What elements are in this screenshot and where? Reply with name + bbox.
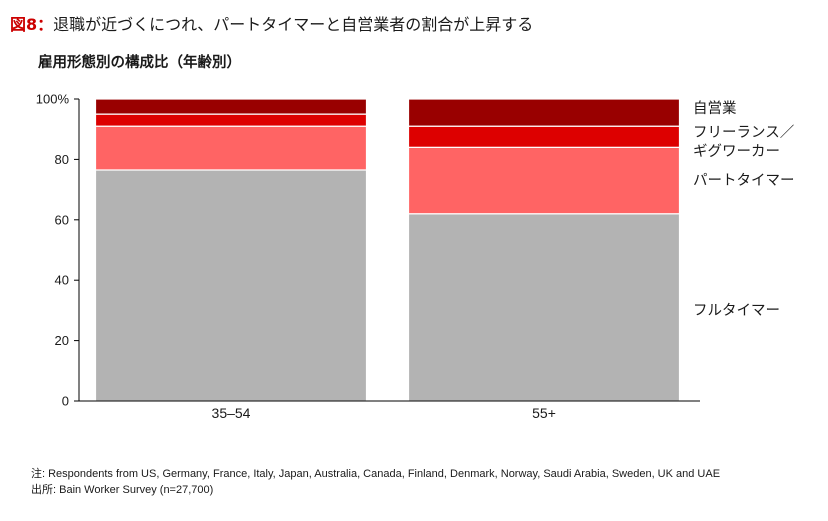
footnote: 注: Respondents from US, Germany, France,… xyxy=(31,468,721,480)
bar-segment xyxy=(407,98,681,127)
legend-label: 自営業 xyxy=(693,100,737,117)
bar-segment xyxy=(407,125,681,148)
legend-label: フルタイマー xyxy=(693,302,780,319)
x-category-label: 35–54 xyxy=(212,405,251,421)
bar-segment xyxy=(94,98,368,115)
bar-segment xyxy=(94,125,368,171)
bar-segment xyxy=(94,113,368,127)
y-tick-label: 100% xyxy=(36,92,70,107)
figure-title-text: 退職が近づくにつれ、パートタイマーと自営業者の割合が上昇する xyxy=(53,15,534,34)
y-tick-label: 40 xyxy=(55,273,69,288)
x-category-label: 55+ xyxy=(532,405,556,421)
y-tick-label: 60 xyxy=(55,212,69,227)
y-tick-label: 20 xyxy=(55,333,69,348)
notes-block: 注: Respondents from US, Germany, France,… xyxy=(31,466,720,498)
source-note: 出所: Bain Worker Survey (n=27,700) xyxy=(31,484,214,496)
figure-title: 図8：退職が近づくにつれ、パートタイマーと自営業者の割合が上昇する xyxy=(10,11,533,35)
y-tick-label: 80 xyxy=(55,152,69,167)
bar-segment xyxy=(94,169,368,402)
bar-segment xyxy=(407,146,681,215)
bar-segment xyxy=(407,213,681,402)
chart-subtitle: 雇用形態別の構成比（年齢別） xyxy=(38,55,241,71)
legend-label: パートタイマー xyxy=(693,172,795,189)
figure-number: 図8： xyxy=(10,15,54,34)
legend-label: フリーランス／ xyxy=(693,124,794,141)
legend-label: ギグワーカー xyxy=(693,143,780,160)
y-tick-label: 0 xyxy=(62,394,69,409)
